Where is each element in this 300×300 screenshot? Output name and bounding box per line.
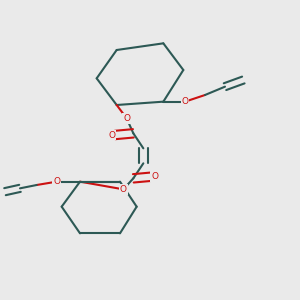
Text: O: O — [120, 185, 127, 194]
Text: O: O — [53, 177, 60, 186]
Text: O: O — [109, 130, 116, 140]
Text: O: O — [123, 114, 130, 123]
Text: O: O — [151, 172, 158, 181]
Text: O: O — [182, 97, 188, 106]
